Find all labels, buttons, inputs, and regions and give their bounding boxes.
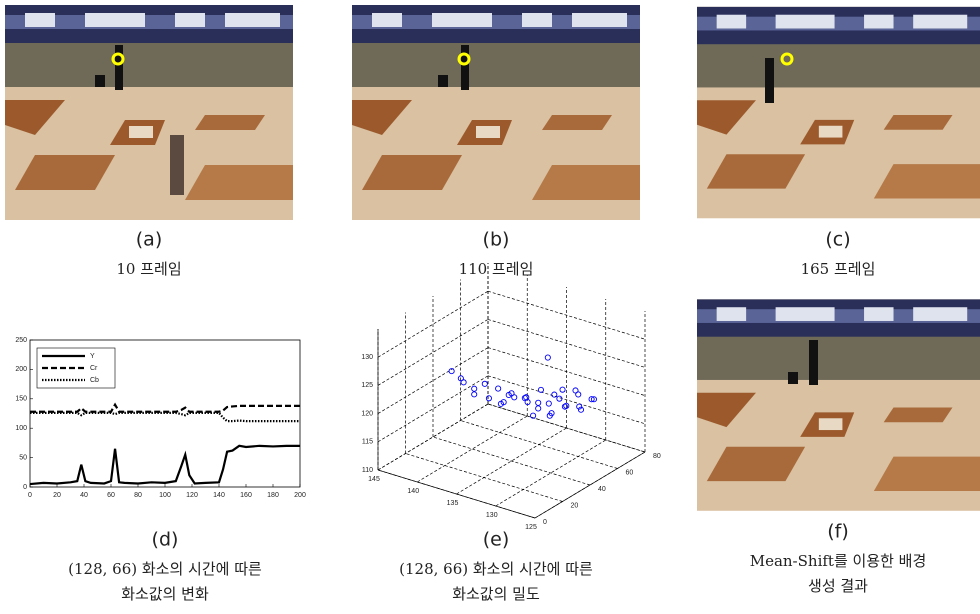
point — [472, 386, 477, 391]
scatter3d-chart: 125 130 135 140 145 0 20 40 60 80 110 115 120 125 130 — [361, 263, 661, 531]
grid-line — [461, 421, 618, 469]
z-tick-label: 110 — [362, 467, 373, 474]
panel-caption: 생성 결과 — [808, 577, 868, 595]
point — [496, 386, 501, 391]
axis-line — [378, 470, 535, 518]
grid-line — [406, 454, 563, 502]
x-tick-label: 180 — [267, 492, 279, 499]
photo-f — [697, 299, 980, 510]
y-tick-label: 0 — [23, 484, 27, 491]
x-tick-label: 120 — [186, 492, 198, 499]
panel-caption: (128, 66) 화소의 시간에 따른 — [68, 560, 262, 578]
panel-label: (e) — [483, 529, 510, 551]
figure: 0204060801001201401601802000501001502002… — [0, 0, 980, 614]
point — [536, 400, 541, 405]
y-tick-label: 60 — [626, 469, 634, 476]
grid-line — [433, 437, 590, 485]
grid-line — [417, 416, 527, 482]
point — [486, 396, 491, 401]
panel-label: (a) — [136, 229, 162, 251]
x-tick-label: 60 — [107, 492, 115, 499]
z-tick-label: 130 — [361, 354, 373, 361]
panel-label: (b) — [483, 229, 510, 251]
x-tick-label: 140 — [213, 492, 225, 499]
photo-c — [697, 7, 980, 218]
panel-caption: 화소값의 변화 — [121, 585, 209, 603]
x-tick-label: 125 — [525, 524, 537, 531]
x-tick-label: 20 — [53, 492, 61, 499]
x-tick-label: 140 — [407, 488, 419, 495]
z-tick-label: 125 — [361, 382, 373, 389]
panel-caption: (128, 66) 화소의 시간에 따른 — [399, 560, 593, 578]
z-tick-label: 115 — [362, 439, 373, 446]
x-tick-label: 145 — [368, 476, 380, 483]
panel-caption: 165 프레임 — [801, 260, 876, 278]
panel-caption: 110 프레임 — [459, 260, 534, 278]
x-tick-label: 40 — [80, 492, 88, 499]
panel-label: (d) — [152, 529, 179, 551]
y-tick-label: 40 — [598, 486, 606, 493]
point — [482, 381, 487, 386]
x-tick-label: 0 — [28, 492, 32, 499]
y-tick-label: 150 — [15, 396, 27, 403]
legend-label: Y — [90, 353, 95, 360]
y-tick-label: 200 — [15, 366, 27, 373]
point — [536, 406, 541, 411]
y-tick-label: 0 — [543, 519, 547, 526]
x-tick-label: 130 — [486, 512, 498, 519]
y-tick-label: 20 — [571, 502, 579, 509]
y-tick-label: 50 — [19, 454, 27, 461]
point — [545, 355, 550, 360]
point — [576, 392, 581, 397]
axis-line — [535, 452, 645, 518]
grid-line — [488, 348, 645, 396]
x-tick-label: 100 — [159, 492, 171, 499]
panel-caption: Mean-Shift를 이용한 배경 — [750, 552, 927, 570]
legend-box — [37, 348, 115, 388]
point — [546, 401, 551, 406]
panel-label: (f) — [827, 521, 849, 543]
y-tick-label: 80 — [653, 453, 661, 460]
point — [557, 396, 562, 401]
line-chart: 0 20 40 60 80 100 120 140 160 180 200 0 50 100 150 200 2… — [15, 337, 306, 499]
panel-label: (c) — [825, 229, 850, 251]
y-tick-label: 250 — [15, 337, 27, 344]
legend-label: Cr — [90, 365, 98, 372]
point — [560, 387, 565, 392]
x-tick-label: 160 — [240, 492, 252, 499]
point — [472, 392, 477, 397]
legend-label: Cb — [90, 377, 99, 384]
x-tick-label: 80 — [134, 492, 142, 499]
x-tick-label: 200 — [294, 492, 306, 499]
point — [552, 392, 557, 397]
point — [512, 395, 517, 400]
photo-a — [5, 5, 293, 220]
photo-b — [352, 5, 640, 220]
panel-caption: 화소값의 밀도 — [452, 585, 540, 603]
panel-caption: 10 프레임 — [116, 260, 181, 278]
y-tick-label: 100 — [15, 425, 27, 432]
x-tick-label: 135 — [447, 500, 459, 507]
z-tick-label: 120 — [361, 410, 373, 417]
